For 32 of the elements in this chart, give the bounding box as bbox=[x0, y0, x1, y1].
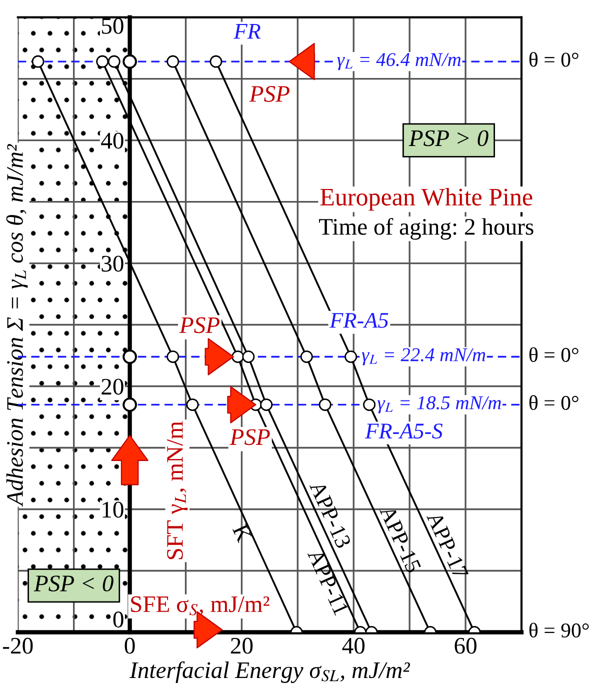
x-tick-label: -20 bbox=[3, 638, 33, 654]
annotation: European White Pine bbox=[320, 188, 532, 211]
annotation: Time of aging: 2 hours bbox=[319, 218, 534, 240]
y-axis-title: Adhesion Tension Σ = γ$_{L}$ cos θ, mJ/m² bbox=[6, 144, 28, 507]
annotation: θ = 0° bbox=[529, 395, 578, 410]
annotation: FR bbox=[234, 24, 261, 39]
y-tick-label: 50 bbox=[102, 18, 124, 34]
x-tick-label: 0 bbox=[124, 638, 135, 654]
annotation: FR-A5 bbox=[329, 312, 388, 328]
ref-line-label: γ$_{L}$ = 46.4 mN/m bbox=[337, 53, 461, 70]
y-tick-label: 0 bbox=[113, 612, 124, 628]
annotation: PSP bbox=[249, 86, 290, 102]
x-tick-label: 40 bbox=[342, 638, 365, 654]
annotation: θ = 0° bbox=[529, 52, 578, 67]
x-tick-label: 20 bbox=[230, 638, 253, 654]
y-tick-label: 10 bbox=[102, 502, 124, 518]
band-label: PSP < 0 bbox=[34, 576, 114, 592]
annotation: FR-A5-S bbox=[365, 424, 443, 439]
text: K bbox=[232, 523, 252, 544]
annotation: PSP bbox=[179, 317, 220, 334]
annotation: θ = 0° bbox=[529, 347, 578, 362]
annotation: PSP > 0 bbox=[408, 130, 488, 146]
ref-line-label: γ$_{L}$ = 18.5 mN/m bbox=[377, 396, 501, 414]
y-tick-label: 30 bbox=[102, 256, 124, 272]
y-tick-label: 20 bbox=[102, 378, 124, 395]
annotation: PSP bbox=[230, 429, 270, 446]
x-axis-title: Interfacial Energy σ$_{SL}$, mJ/m² bbox=[129, 661, 410, 684]
annotation: SFT γ$_{L}$, mN/m bbox=[167, 421, 188, 560]
ref-line-label: γ$_{L}$ = 22.4 mN/m bbox=[362, 348, 486, 366]
text: θ = 90° bbox=[529, 622, 589, 638]
x-tick-label: 60 bbox=[454, 638, 476, 654]
y-tick-label: 40 bbox=[101, 132, 124, 149]
